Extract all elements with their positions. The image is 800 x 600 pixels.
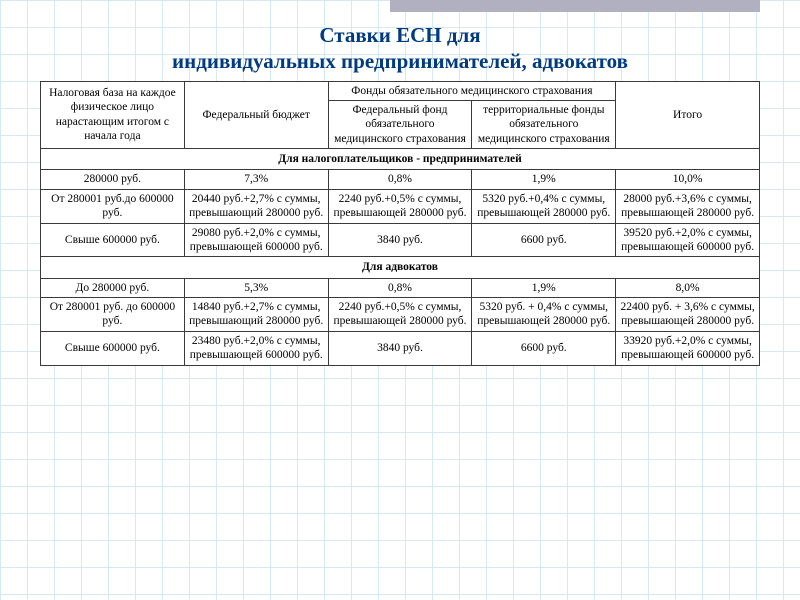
cell-ff: 2240 руб.+0,5% с суммы, превышающей 2800… (328, 298, 472, 332)
cell-fb: 20440 руб.+2,7% с суммы, превышающий 280… (184, 189, 328, 223)
table-row: 280000 руб. 7,3% 0,8% 1,9% 10,0% (41, 170, 760, 189)
col-header-federal-budget: Федеральный бюджет (184, 81, 328, 149)
cell-tf: 6600 руб. (472, 223, 616, 257)
cell-total: 28000 руб.+3,6% с суммы, превышающей 280… (616, 189, 760, 223)
section-2-label: Для адвокатов (41, 257, 760, 278)
cell-base: От 280001 руб.до 600000 руб. (41, 189, 185, 223)
cell-fb: 5,3% (184, 278, 328, 297)
section-1-label: Для налогоплательщиков - предпринимателе… (41, 149, 760, 170)
cell-ff: 0,8% (328, 278, 472, 297)
col-header-territorial-fund: территориальные фонды обязательного меди… (472, 100, 616, 148)
cell-total: 33920 руб.+2,0% с суммы, превышающей 600… (616, 331, 760, 365)
cell-total: 8,0% (616, 278, 760, 297)
col-header-medical-funds: Фонды обязательного медицинского страхов… (328, 81, 616, 100)
cell-total: 22400 руб. + 3,6% с суммы, превышающей 2… (616, 298, 760, 332)
section-1-header: Для налогоплательщиков - предпринимателе… (41, 149, 760, 170)
page-title: Ставки ЕСН для индивидуальных предприним… (0, 0, 800, 81)
title-line-1: Ставки ЕСН для (319, 23, 480, 47)
cell-fb: 29080 руб.+2,0% с суммы, превышающей 600… (184, 223, 328, 257)
table-row: Свыше 600000 руб. 29080 руб.+2,0% с сумм… (41, 223, 760, 257)
cell-fb: 14840 руб.+2,7% с суммы, превышающий 280… (184, 298, 328, 332)
header-row-1: Налоговая база на каждое физическое лицо… (41, 81, 760, 100)
section-2-header: Для адвокатов (41, 257, 760, 278)
cell-tf: 1,9% (472, 170, 616, 189)
cell-tf: 6600 руб. (472, 331, 616, 365)
cell-base: Свыше 600000 руб. (41, 223, 185, 257)
cell-total: 39520 руб.+2,0% с суммы, превышающей 600… (616, 223, 760, 257)
rates-table: Налоговая база на каждое физическое лицо… (40, 81, 760, 366)
cell-base: От 280001 руб. до 600000 руб. (41, 298, 185, 332)
cell-base: 280000 руб. (41, 170, 185, 189)
table-container: Налоговая база на каждое физическое лицо… (0, 81, 800, 366)
table-row: Свыше 600000 руб. 23480 руб.+2,0% с сумм… (41, 331, 760, 365)
cell-ff: 3840 руб. (328, 223, 472, 257)
cell-ff: 3840 руб. (328, 331, 472, 365)
cell-fb: 23480 руб.+2,0% с суммы, превышающей 600… (184, 331, 328, 365)
table-row: От 280001 руб.до 600000 руб. 20440 руб.+… (41, 189, 760, 223)
cell-tf: 1,9% (472, 278, 616, 297)
cell-base: Свыше 600000 руб. (41, 331, 185, 365)
table-row: До 280000 руб. 5,3% 0,8% 1,9% 8,0% (41, 278, 760, 297)
cell-tf: 5320 руб. + 0,4% с суммы, превышающей 28… (472, 298, 616, 332)
col-header-base: Налоговая база на каждое физическое лицо… (41, 81, 185, 149)
cell-fb: 7,3% (184, 170, 328, 189)
cell-base: До 280000 руб. (41, 278, 185, 297)
cell-ff: 0,8% (328, 170, 472, 189)
col-header-total: Итого (616, 81, 760, 149)
col-header-federal-fund: Федеральный фонд обязательного медицинск… (328, 100, 472, 148)
cell-total: 10,0% (616, 170, 760, 189)
table-row: От 280001 руб. до 600000 руб. 14840 руб.… (41, 298, 760, 332)
cell-ff: 2240 руб.+0,5% с суммы, превышающей 2800… (328, 189, 472, 223)
title-line-2: индивидуальных предпринимателей, адвокат… (172, 49, 628, 73)
cell-tf: 5320 руб.+0,4% с суммы, превышающей 2800… (472, 189, 616, 223)
